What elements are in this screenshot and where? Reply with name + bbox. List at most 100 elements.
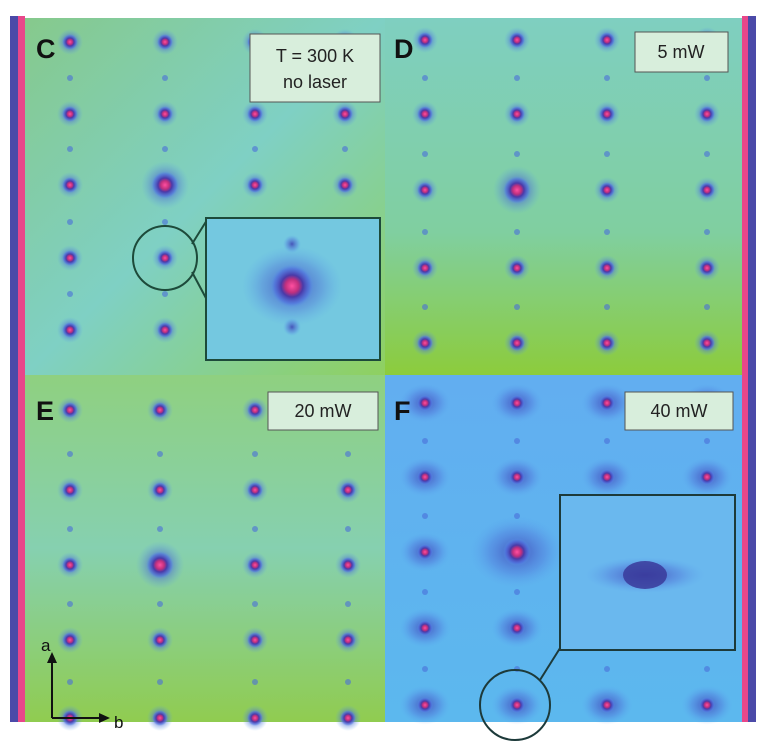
diffraction-spot	[417, 620, 433, 636]
diffraction-spot	[247, 557, 263, 573]
diffraction-spot	[514, 75, 520, 81]
diffraction-spot	[62, 177, 78, 193]
diffraction-spot	[509, 106, 525, 122]
diffraction-spot	[62, 482, 78, 498]
diffraction-spot	[503, 538, 531, 566]
diffraction-spot	[157, 601, 163, 607]
diffraction-spot	[699, 697, 715, 713]
diffraction-spot	[67, 526, 73, 532]
diffraction-spot	[514, 438, 520, 444]
diffraction-spot	[152, 632, 168, 648]
diffraction-spot	[67, 679, 73, 685]
diffraction-spot	[422, 151, 428, 157]
diffraction-spot	[704, 75, 710, 81]
diffraction-spot	[422, 513, 428, 519]
diffraction-spot	[252, 146, 258, 152]
diffraction-spot	[252, 451, 258, 457]
diffraction-spot	[157, 679, 163, 685]
diffraction-spot	[604, 75, 610, 81]
diffraction-spot	[67, 291, 73, 297]
diffraction-spot	[509, 620, 525, 636]
diffraction-spot	[340, 710, 356, 726]
diffraction-spot	[704, 151, 710, 157]
diffraction-spot	[514, 304, 520, 310]
diffraction-spot	[151, 171, 179, 199]
diffraction-spot	[599, 697, 615, 713]
diffraction-spot	[514, 229, 520, 235]
diffraction-spot	[337, 177, 353, 193]
panel-label: F	[394, 396, 411, 426]
diffraction-spot	[162, 75, 168, 81]
annotation: 5 mW	[658, 42, 705, 62]
diffraction-spot	[162, 146, 168, 152]
diffraction-spot	[67, 219, 73, 225]
diffraction-spot	[604, 229, 610, 235]
diffraction-spot	[157, 250, 173, 266]
diffraction-spot	[509, 697, 525, 713]
diffraction-spot	[509, 335, 525, 351]
diffraction-spot	[157, 322, 173, 338]
diffraction-spot	[509, 260, 525, 276]
diffraction-spot	[599, 32, 615, 48]
diffraction-spot	[704, 666, 710, 672]
diffraction-spot	[599, 395, 615, 411]
panel-label: C	[36, 34, 56, 64]
diffraction-spot	[146, 551, 174, 579]
diffraction-spot	[503, 176, 531, 204]
diffraction-spot	[345, 526, 351, 532]
stripe	[10, 16, 18, 722]
diffraction-spot	[62, 106, 78, 122]
diffraction-spot	[62, 250, 78, 266]
diffraction-spot	[252, 526, 258, 532]
axis-label: a	[41, 636, 51, 655]
diffraction-spot	[340, 632, 356, 648]
diffraction-spot	[704, 438, 710, 444]
diffraction-spot	[342, 146, 348, 152]
diffraction-spot	[422, 589, 428, 595]
inset-spot	[270, 264, 314, 308]
annotation: 20 mW	[294, 401, 351, 421]
diffraction-spot	[699, 106, 715, 122]
diffraction-spot	[604, 304, 610, 310]
diffraction-spot	[152, 710, 168, 726]
diffraction-spot	[162, 291, 168, 297]
diffraction-spot	[599, 260, 615, 276]
diffraction-spot	[345, 451, 351, 457]
diffraction-spot	[599, 106, 615, 122]
diffraction-spot	[157, 34, 173, 50]
diffraction-spot	[417, 182, 433, 198]
stripe	[18, 16, 25, 722]
diffraction-spot	[509, 469, 525, 485]
diffraction-spot	[514, 513, 520, 519]
diffraction-spot	[509, 32, 525, 48]
diffraction-spot	[340, 557, 356, 573]
figure: C D E F T = 300 K no laser 5 mW 20 mW 40…	[0, 0, 762, 743]
diffraction-spot	[604, 151, 610, 157]
diffraction-spot	[699, 469, 715, 485]
diffraction-spot	[152, 482, 168, 498]
stripe	[742, 16, 748, 722]
diffraction-spot	[247, 710, 263, 726]
diffraction-spot	[599, 335, 615, 351]
inset-spot	[283, 318, 301, 336]
diffraction-spot	[417, 697, 433, 713]
diffraction-spot	[699, 182, 715, 198]
diffraction-spot	[247, 106, 263, 122]
diffraction-spot	[62, 402, 78, 418]
diffraction-spot	[67, 75, 73, 81]
diffraction-spot	[337, 106, 353, 122]
diffraction-spot	[247, 402, 263, 418]
diffraction-spot	[67, 601, 73, 607]
diffraction-spot	[422, 75, 428, 81]
diffraction-spot	[67, 146, 73, 152]
diffraction-spot	[247, 177, 263, 193]
diffraction-spot	[422, 438, 428, 444]
diffraction-spot	[247, 482, 263, 498]
inset-spot	[623, 561, 667, 589]
diffraction-spot	[252, 601, 258, 607]
diffraction-spot	[157, 106, 173, 122]
diffraction-spot	[62, 34, 78, 50]
stripe	[748, 16, 756, 722]
diffraction-spot	[417, 544, 433, 560]
annotation: no laser	[283, 72, 347, 92]
